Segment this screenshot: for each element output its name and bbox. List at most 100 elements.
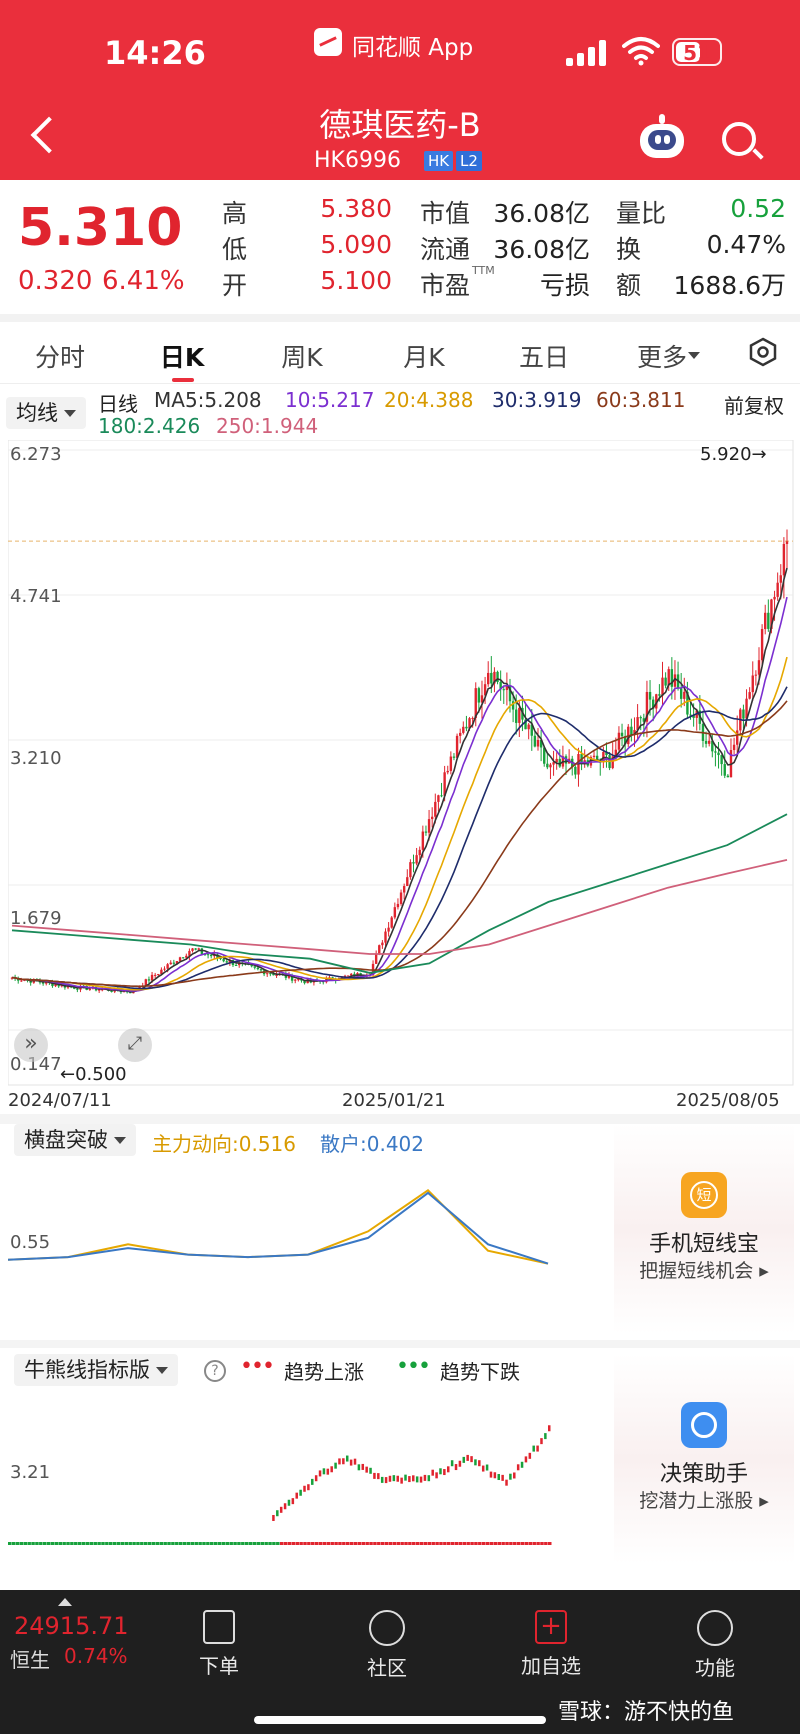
- candle-body: [651, 699, 655, 709]
- help-icon[interactable]: ?: [204, 1360, 226, 1382]
- trend-dot: [186, 1542, 191, 1545]
- candle-body: [611, 756, 614, 769]
- trend-dot: [345, 1542, 350, 1545]
- add-watchlist-button[interactable]: + 加自选: [521, 1610, 581, 1678]
- trend-dot: [404, 1542, 408, 1545]
- ma30-legend: 30:3.919: [492, 388, 582, 412]
- trend-dot: [159, 1542, 164, 1545]
- tab-weekly-k[interactable]: 周K: [281, 343, 323, 372]
- indicator2-chart[interactable]: [8, 1390, 614, 1570]
- candle-body: [269, 973, 272, 975]
- trend-dot: [307, 1542, 311, 1545]
- mini-candle: [501, 1474, 504, 1481]
- search-icon[interactable]: [722, 122, 756, 156]
- mini-candle: [369, 1467, 372, 1474]
- candle-body: [764, 612, 767, 630]
- candle-body: [172, 962, 176, 964]
- candle-body: [163, 968, 166, 970]
- candle-body: [474, 688, 477, 718]
- indicator1-chart[interactable]: [8, 1160, 614, 1320]
- candle-body: [160, 969, 163, 975]
- indicator2-selector-dropdown[interactable]: 牛熊线指标版: [14, 1354, 178, 1386]
- candle-body: [300, 979, 303, 981]
- candle-body: [253, 966, 256, 968]
- mini-candle: [493, 1472, 497, 1479]
- assistant-robot-icon[interactable]: [640, 114, 684, 158]
- ma180-line: [11, 813, 788, 974]
- divider: [0, 314, 800, 322]
- trend-dot: [264, 1542, 268, 1545]
- trend-dot: [353, 1542, 358, 1545]
- mini-candle: [322, 1468, 326, 1475]
- trend-dot: [140, 1542, 144, 1545]
- candle-body: [605, 751, 608, 756]
- mini-candle: [307, 1484, 310, 1491]
- candle-body: [129, 992, 132, 994]
- trend-dot: [388, 1542, 393, 1545]
- expand-left-icon[interactable]: »: [14, 1028, 48, 1062]
- candle-body: [234, 965, 238, 967]
- trend-dot: [493, 1542, 498, 1545]
- settings-hex-icon[interactable]: [748, 337, 778, 367]
- mini-candle: [357, 1464, 361, 1471]
- functions-button[interactable]: 功能: [660, 1602, 770, 1681]
- index-value[interactable]: 24915.71: [14, 1612, 129, 1640]
- candle-body: [723, 764, 726, 776]
- candle-body: [782, 543, 786, 576]
- candle-body: [275, 974, 278, 976]
- retail-legend: 散户:0.402: [320, 1132, 424, 1156]
- bottom-toolbar: 24915.71 恒生 0.74% 下单 社区 + 加自选 功能: [0, 1590, 800, 1734]
- trend-dot: [532, 1542, 536, 1545]
- mini-candle: [388, 1475, 392, 1482]
- candle-body: [458, 732, 462, 736]
- adjust-mode[interactable]: 前复权: [724, 394, 784, 418]
- tab-daily-k[interactable]: 日K: [159, 343, 205, 372]
- trend-dot: [303, 1542, 307, 1545]
- trend-dot: [109, 1542, 113, 1545]
- candle-body: [508, 685, 512, 702]
- community-star-icon: [369, 1610, 405, 1646]
- trend-dot: [396, 1542, 400, 1545]
- mini-candle: [454, 1464, 458, 1471]
- signal-icon: [566, 40, 610, 66]
- trend-dot: [454, 1542, 459, 1545]
- decision-assistant-card[interactable]: 决策助手 挖潜力上涨股 ▸: [614, 1354, 794, 1564]
- decision-assistant-subtitle: 挖潜力上涨股 ▸: [639, 1490, 769, 1512]
- candle-body: [147, 979, 151, 981]
- trend-dot: [326, 1542, 331, 1545]
- candle-body: [166, 964, 169, 969]
- tab-five-day[interactable]: 五日: [518, 343, 569, 372]
- mini-candle: [295, 1492, 298, 1499]
- trend-dot: [408, 1542, 412, 1545]
- tab-intraday[interactable]: 分时: [34, 343, 85, 372]
- trend-dot: [528, 1542, 533, 1545]
- candle-body: [290, 974, 294, 981]
- candle-body: [399, 892, 403, 904]
- tab-more[interactable]: 更多: [636, 343, 687, 372]
- trend-dot: [15, 1542, 20, 1545]
- candle-body: [493, 671, 496, 684]
- candle-body: [552, 762, 555, 765]
- candle-body: [711, 740, 714, 752]
- order-button[interactable]: 下单: [164, 1602, 274, 1679]
- mini-candle: [303, 1485, 306, 1492]
- trend-dot: [513, 1542, 517, 1545]
- kline-chart[interactable]: [8, 440, 794, 1086]
- mini-candle: [466, 1454, 469, 1461]
- ma250-legend: 250:1.944: [216, 414, 319, 438]
- mini-candle: [299, 1489, 302, 1496]
- indicator1-selector-dropdown[interactable]: 横盘突破: [14, 1124, 136, 1156]
- candle-body: [406, 877, 409, 887]
- fullscreen-icon[interactable]: ⤢: [118, 1028, 152, 1062]
- candle-body: [287, 974, 291, 978]
- community-button[interactable]: 社区: [332, 1602, 442, 1681]
- trend-dot: [380, 1542, 385, 1545]
- tab-monthly-k[interactable]: 月K: [403, 343, 445, 372]
- trend-dot: [70, 1542, 74, 1545]
- short-trade-card[interactable]: 短 手机短线宝 把握短线机会 ▸: [614, 1124, 794, 1334]
- candle-body: [714, 751, 717, 753]
- period-tabs: 分时 日K 周K 月K 五日 更多: [0, 322, 800, 384]
- y-tick-4: 1.679: [10, 908, 62, 929]
- ma-selector-dropdown[interactable]: 均线: [6, 397, 86, 429]
- candle-body: [757, 660, 761, 675]
